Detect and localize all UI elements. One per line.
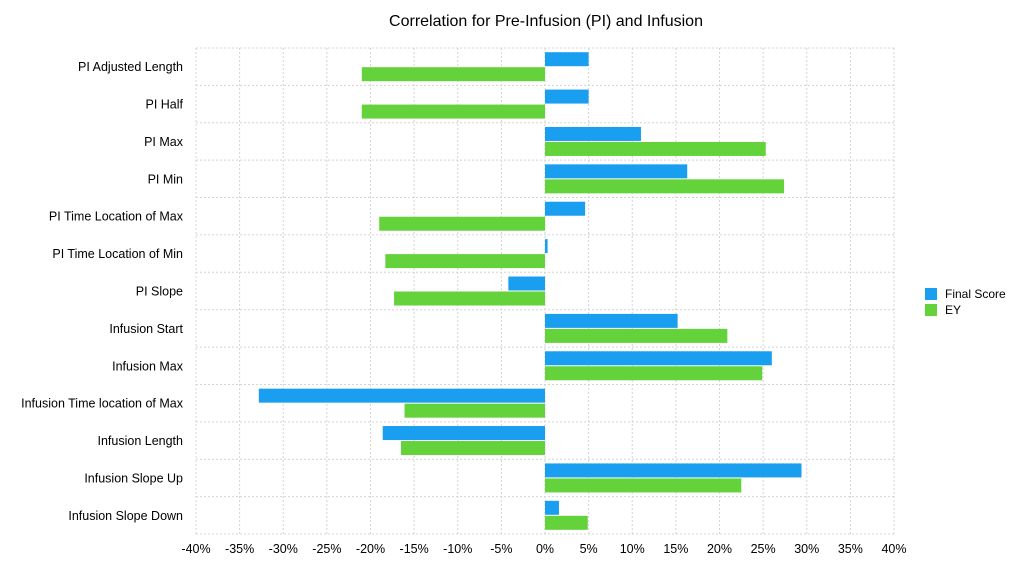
bar-final-score [545, 500, 559, 515]
x-tick-label: 30% [794, 542, 819, 556]
category-label: PI Max [144, 135, 184, 149]
x-tick-label: 35% [838, 542, 863, 556]
category-label: Infusion Slope Up [84, 471, 183, 485]
legend-label-final-score: Final Score [945, 287, 1006, 301]
bar-ey [545, 141, 766, 156]
legend-label-ey: EY [945, 303, 962, 317]
bar-ey [545, 179, 785, 194]
category-label: Infusion Start [109, 322, 183, 336]
bar-final-score [545, 463, 802, 478]
category-label: PI Adjusted Length [78, 60, 183, 74]
category-label: PI Time Location of Min [52, 247, 183, 261]
bar-ey [545, 478, 742, 493]
legend-swatch-ey [925, 304, 937, 316]
x-tick-label: -5% [490, 542, 512, 556]
category-label: PI Min [148, 172, 183, 186]
bar-ey [361, 104, 545, 119]
legend-item-ey: EY [925, 302, 1006, 318]
bar-ey [385, 254, 545, 269]
x-tick-label: -25% [312, 542, 341, 556]
bar-ey [361, 67, 545, 82]
category-label: Infusion Time location of Max [21, 397, 184, 411]
category-label: PI Half [145, 98, 183, 112]
bar-final-score [258, 388, 545, 403]
bar-ey [379, 216, 545, 231]
x-tick-label: -35% [225, 542, 254, 556]
bar-ey [394, 291, 545, 306]
x-tick-label: 10% [620, 542, 645, 556]
bar-ey [404, 403, 545, 418]
x-tick-label: 20% [707, 542, 732, 556]
bar-final-score [545, 313, 678, 328]
category-label: PI Slope [136, 285, 183, 299]
bar-ey [401, 441, 545, 456]
chart-title: Correlation for Pre-Infusion (PI) and In… [389, 13, 703, 30]
x-tick-label: 25% [751, 542, 776, 556]
x-tick-label: -10% [443, 542, 472, 556]
x-tick-label: 40% [881, 542, 906, 556]
chart-legend: Final Score EY [925, 286, 1006, 318]
category-label: Infusion Max [112, 359, 184, 373]
bar-final-score [545, 351, 772, 366]
bar-final-score [545, 52, 589, 67]
bar-final-score [545, 201, 586, 216]
bar-ey [545, 328, 728, 343]
bar-final-score [382, 426, 545, 441]
bar-ey [545, 515, 588, 530]
legend-swatch-final-score [925, 288, 937, 300]
bar-final-score [545, 126, 641, 141]
x-tick-label: -15% [400, 542, 429, 556]
legend-item-final-score: Final Score [925, 286, 1006, 302]
bar-final-score [508, 276, 545, 291]
x-tick-label: -20% [356, 542, 385, 556]
category-label: Infusion Length [98, 434, 184, 448]
category-label: PI Time Location of Max [49, 210, 184, 224]
bar-final-score [545, 239, 548, 254]
bar-ey [545, 366, 763, 381]
x-tick-label: 5% [580, 542, 598, 556]
bar-final-score [545, 164, 688, 179]
x-tick-label: 15% [663, 542, 688, 556]
x-tick-label: -40% [181, 542, 210, 556]
category-label: Infusion Slope Down [68, 509, 183, 523]
x-tick-label: 0% [536, 542, 554, 556]
bar-final-score [545, 89, 589, 104]
x-tick-label: -30% [269, 542, 298, 556]
